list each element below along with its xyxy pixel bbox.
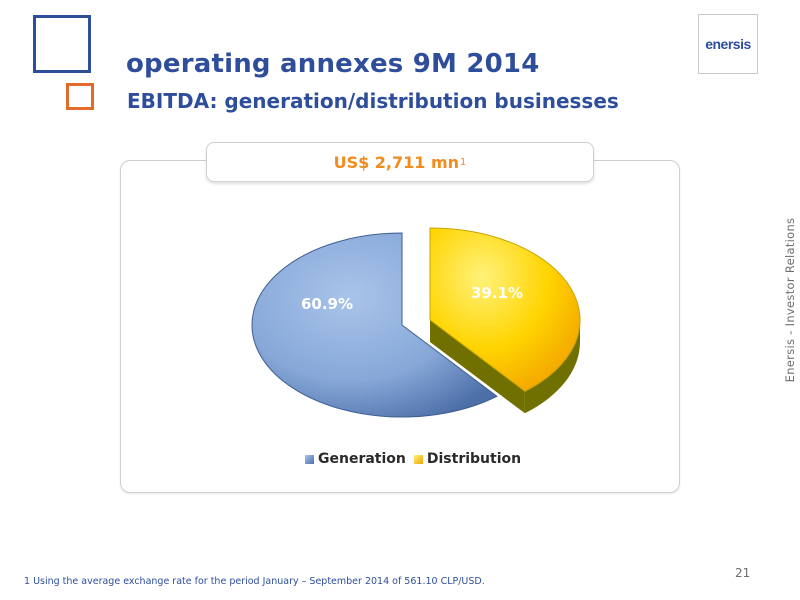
decorative-square-orange [66,83,94,110]
chart-legend: Generation Distribution [305,450,529,468]
chart-title-box: US$ 2,711 mn 1 [206,142,594,182]
pie-slice-side-distribution [524,320,580,414]
logo-text: enersis [705,36,751,52]
page-subtitle: EBITDA: generation/distribution business… [127,89,619,113]
page-title: operating annexes 9M 2014 [126,49,540,79]
pie-slice-distribution [429,227,581,392]
pie-slice-edge-distribution [430,320,525,414]
enersis-logo: enersis [698,14,758,74]
pie-slice-generation [251,232,498,418]
legend-item-distribution: Distribution [413,451,522,467]
chart-title-footnote-marker: 1 [460,156,467,168]
data-label-distribution: 39.1% [471,284,523,302]
data-label-generation: 60.9% [301,295,353,313]
chart-title: US$ 2,711 mn [333,152,460,172]
legend-item-generation: Generation [305,451,406,467]
footnote: 1 Using the average exchange rate for th… [24,576,485,587]
legend-label-distribution: Distribution [426,451,522,467]
legend-swatch-generation [305,454,314,464]
decorative-square-blue [33,15,91,73]
page-number: 21 [735,566,751,580]
legend-label-generation: Generation [318,451,406,467]
legend-swatch-distribution [413,454,423,464]
